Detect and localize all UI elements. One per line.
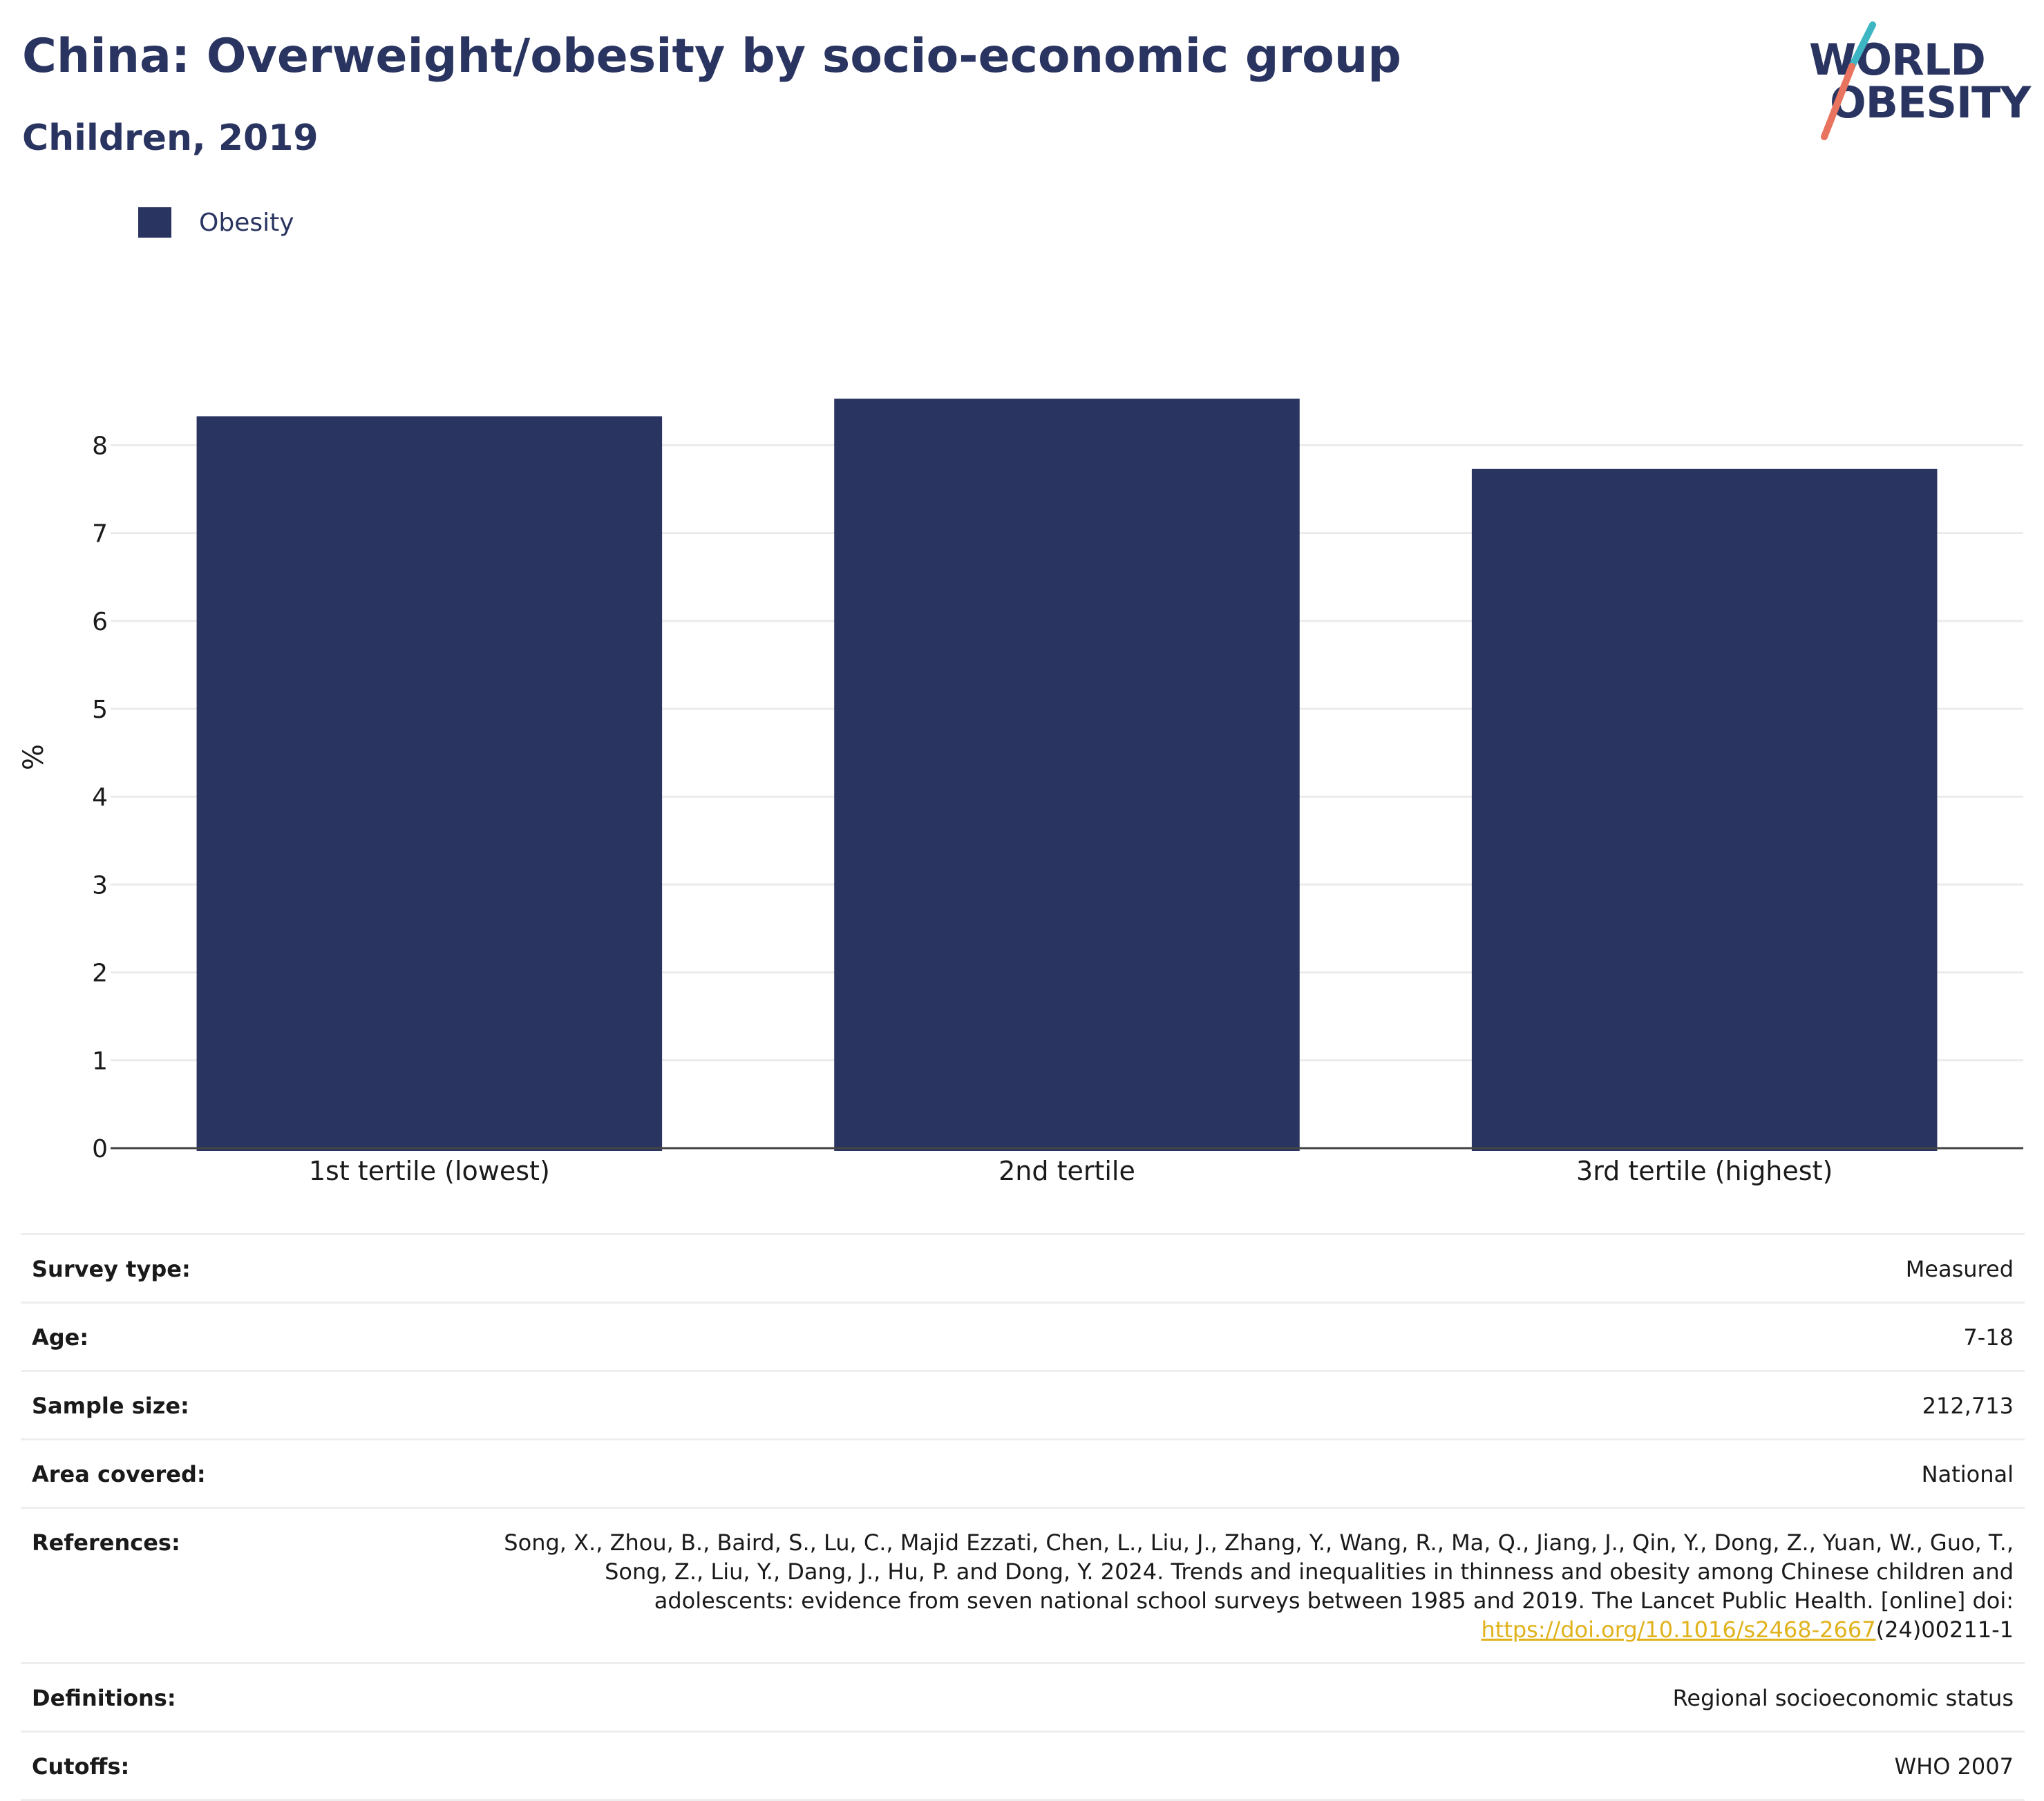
y-tick-label: 1	[92, 1047, 108, 1076]
area-covered-value: National	[388, 1438, 2025, 1508]
table-row: Age: 7-18	[21, 1302, 2025, 1371]
survey-info-table: Survey type: Measured Age: 7-18 Sample s…	[21, 1233, 2025, 1801]
reference-line: Song, Z., Liu, Y., Dang, J., Hu, P. and …	[605, 1559, 2014, 1585]
bar-2	[834, 399, 1300, 1151]
x-tick-label: 1st tertile (lowest)	[309, 1156, 550, 1186]
logo-word-obesity: OBESITY	[1830, 77, 2031, 128]
y-tick-label: 7	[92, 520, 108, 549]
bar-3	[1471, 468, 1938, 1151]
age-label: Age:	[21, 1302, 388, 1371]
x-tick-label: 3rd tertile (highest)	[1576, 1156, 1833, 1186]
table-row: References: Song, X., Zhou, B., Baird, S…	[21, 1507, 2025, 1664]
reference-line: adolescents: evidence from seven nationa…	[654, 1588, 2014, 1614]
reference-line: Song, X., Zhou, B., Baird, S., Lu, C., M…	[504, 1530, 2014, 1556]
bar-chart: 0 1 2 3 4 5 6 7 8% 1st tertile (lowest) 2nd tertil…	[18, 399, 2023, 1186]
table-row: Area covered: National	[21, 1438, 2025, 1508]
chart-title: China: Overweight/obesity by socio-econo…	[22, 29, 1401, 84]
world-obesity-logo[interactable]: WORLD OBESITY	[1797, 21, 2032, 145]
sample-size-value: 212,713	[388, 1370, 2025, 1440]
y-tick-label: 3	[92, 871, 108, 899]
definitions-label: Definitions:	[21, 1662, 388, 1732]
table-row: Sample size: 212,713	[21, 1370, 2025, 1440]
definitions-value: Regional socioeconomic status	[388, 1662, 2025, 1732]
y-tick-label: 8	[92, 432, 108, 460]
x-tick-label: 2nd tertile	[999, 1156, 1135, 1186]
table-row: Definitions: Regional socioeconomic stat…	[21, 1662, 2025, 1732]
logo-slash-icon	[1821, 21, 1876, 140]
bar-1	[196, 416, 663, 1151]
legend-swatch-obesity	[138, 207, 171, 238]
cutoffs-value: WHO 2007	[388, 1731, 2025, 1801]
logo-word-world: WORLD	[1809, 35, 1986, 85]
logo-slash-teal	[1848, 21, 1876, 70]
age-value: 7-18	[388, 1302, 2025, 1371]
references-value: Song, X., Zhou, B., Baird, S., Lu, C., M…	[388, 1507, 2025, 1664]
reference-doi-line: https://doi.org/10.1016/s2468-2667(24)00…	[399, 1615, 2014, 1644]
area-covered-label: Area covered:	[21, 1438, 388, 1508]
y-tick-label: 0	[92, 1135, 108, 1163]
chart-subtitle: Children, 2019	[22, 117, 319, 159]
logo-slash-coral	[1821, 63, 1855, 140]
y-tick-label: 6	[92, 608, 108, 636]
chart-legend[interactable]: Obesity	[138, 207, 294, 238]
doi-link[interactable]: https://doi.org/10.1016/s2468-2667	[1481, 1617, 1876, 1643]
legend-label-obesity[interactable]: Obesity	[199, 208, 294, 237]
y-tick-label: 2	[92, 960, 108, 988]
survey-type-value: Measured	[388, 1233, 2025, 1303]
survey-type-label: Survey type:	[21, 1233, 388, 1303]
y-axis-label: %	[18, 744, 50, 770]
doi-suffix: (24)00211-1	[1875, 1617, 2014, 1643]
table-row: Survey type: Measured	[21, 1233, 2025, 1303]
table-row: Cutoffs: WHO 2007	[21, 1731, 2025, 1801]
y-tick-label: 4	[92, 783, 108, 812]
cutoffs-label: Cutoffs:	[21, 1731, 388, 1801]
sample-size-label: Sample size:	[21, 1370, 388, 1440]
references-label: References:	[21, 1507, 388, 1664]
y-tick-label: 5	[92, 696, 108, 724]
